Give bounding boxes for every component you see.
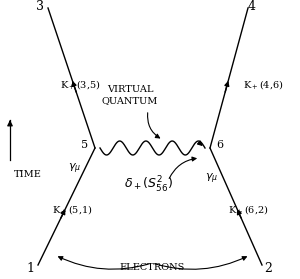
Text: K$_+$(5,1): K$_+$(5,1) bbox=[52, 203, 92, 217]
Text: 1: 1 bbox=[26, 263, 34, 275]
Text: 5: 5 bbox=[81, 140, 88, 150]
Text: VIRTUAL
QUANTUM: VIRTUAL QUANTUM bbox=[102, 85, 158, 105]
Text: 6: 6 bbox=[216, 140, 223, 150]
Text: K$_+$(4,6): K$_+$(4,6) bbox=[243, 78, 284, 92]
Text: K$_+$(3,5): K$_+$(3,5) bbox=[60, 78, 100, 92]
Text: 4: 4 bbox=[248, 0, 256, 13]
Text: ELECTRONS: ELECTRONS bbox=[119, 263, 185, 273]
Text: $\gamma_\mu$: $\gamma_\mu$ bbox=[205, 172, 218, 186]
Text: $\delta_+(S^2_{56})$: $\delta_+(S^2_{56})$ bbox=[124, 175, 172, 195]
Text: 3: 3 bbox=[36, 0, 44, 13]
Text: TIME: TIME bbox=[14, 170, 42, 179]
Text: K$_+$(6,2): K$_+$(6,2) bbox=[228, 203, 268, 217]
Text: $\gamma_\mu$: $\gamma_\mu$ bbox=[68, 162, 82, 176]
Text: 2: 2 bbox=[264, 263, 272, 275]
